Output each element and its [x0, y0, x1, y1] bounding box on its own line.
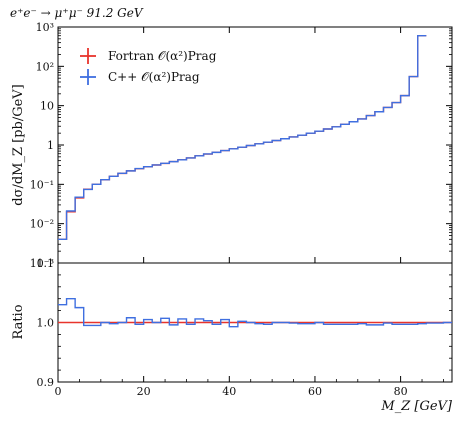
series-cpp-line [58, 35, 427, 241]
series-fortran-line [58, 35, 427, 241]
x-tick-label: 60 [308, 385, 322, 398]
chart-title: e⁺e⁻ → μ⁺μ⁻ 91.2 GeV [10, 6, 144, 20]
x-tick-label: 0 [55, 385, 62, 398]
ratio-ticks: 0.9 1.0 1.1 0 20 40 60 80 [37, 257, 452, 398]
main-y-tick-label: 10 [40, 100, 54, 113]
x-tick-label: 40 [222, 385, 236, 398]
main-plot-panel: 10⁻³ 10⁻² 10⁻¹ 1 10 10² 10³ [30, 21, 453, 270]
legend-entry-fortran: Fortran 𝒪(α²)Prag [80, 48, 217, 64]
ratio-y-tick-label: 0.9 [37, 376, 55, 389]
main-series-layer [58, 35, 427, 241]
legend-label-fortran: Fortran 𝒪(α²)Prag [108, 49, 217, 63]
main-y-tick-label: 10² [36, 60, 54, 73]
ratio-plot-panel: 0.9 1.0 1.1 0 20 40 60 80 [37, 257, 453, 398]
ratio-top-tick-label: 1.1 [37, 257, 55, 270]
main-y-ticks: 10⁻³ 10⁻² 10⁻¹ 1 10 10² 10³ [30, 21, 452, 270]
main-y-tick-label: 10⁻¹ [30, 178, 54, 191]
main-y-tick-label: 10⁻³ [30, 257, 54, 270]
ratio-series-layer [58, 298, 452, 328]
legend-entry-cpp: C++ 𝒪(α²)Prag [80, 69, 200, 85]
ratio-cpp-line [58, 298, 452, 328]
x-tick-label: 80 [394, 385, 408, 398]
legend: Fortran 𝒪(α²)Prag C++ 𝒪(α²)Prag [80, 48, 217, 85]
x-tick-label: 20 [137, 385, 151, 398]
main-y-axis-label: dσ/dM_Z [pb/GeV] [11, 84, 26, 206]
x-axis-label: M_Z [GeV] [380, 399, 453, 414]
main-y-tick-label: 10³ [36, 21, 54, 34]
main-y-tick-label: 1 [47, 139, 54, 152]
main-y-tick-label: 10⁻² [30, 218, 54, 231]
legend-label-cpp: C++ 𝒪(α²)Prag [108, 70, 200, 84]
ratio-y-tick-label: 1.0 [37, 317, 55, 330]
ratio-y-axis-label: Ratio [11, 304, 26, 339]
